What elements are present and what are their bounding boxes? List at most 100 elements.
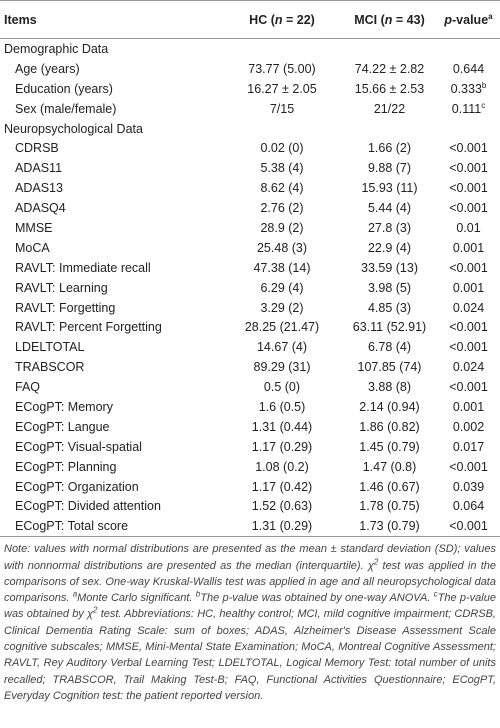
cell: 1.52 (0.63) [222, 496, 342, 516]
cell-text: <0.001 [449, 380, 488, 395]
cell: <0.001 [437, 516, 500, 538]
cell-text: 6.29 (4) [260, 280, 304, 295]
cell: 6.29 (4) [222, 278, 342, 298]
row-label: ADAS11 [0, 158, 222, 178]
cell-text: 47.38 (14) [253, 260, 311, 275]
cell-text: ADASQ4 [15, 201, 66, 216]
cell: <0.001 [437, 337, 500, 357]
cell: 0.002 [437, 417, 500, 437]
table-row: Demographic Data [0, 39, 500, 59]
column-header: MCI (n = 43) [342, 0, 437, 39]
cell: 28.9 (2) [222, 218, 342, 238]
table-row: Age (years) 73.77 (5.00) 74.22 ± 2.82 0.644 [0, 59, 500, 79]
cell-text: 0.001 [452, 280, 485, 295]
cell-text: 21/22 [373, 101, 406, 116]
cell: 27.8 (3) [342, 218, 437, 238]
cell: 2.14 (0.94) [342, 397, 437, 417]
cell-text: TRABSCOR [15, 360, 85, 375]
cell: 28.25 (21.47) [222, 317, 342, 337]
table-row: LDELTOTAL 14.67 (4) 6.78 (4) <0.001 [0, 337, 500, 357]
cell-text: 63.11 (52.91) [352, 320, 427, 335]
cell: 0.001 [437, 238, 500, 258]
table-row: ADAS11 5.38 (4) 9.88 (7) <0.001 [0, 158, 500, 178]
row-label: ECogPT: Visual-spatial [0, 437, 222, 457]
cell-text: 1.47 (0.8) [362, 459, 417, 474]
text-run: MCI ( [354, 12, 385, 27]
cell: <0.001 [437, 158, 500, 178]
row-label: Education (years) [0, 79, 222, 99]
text-run: Note: values with normal distributions a… [4, 543, 496, 572]
cell-text: 2.76 (2) [260, 201, 304, 216]
cell-text: <0.001 [449, 340, 488, 355]
cell-text: 3.88 (8) [367, 380, 412, 395]
table-row: RAVLT: Immediate recall 47.38 (14) 33.59 (… [0, 258, 500, 278]
cell-text: 6.78 (4) [367, 340, 412, 355]
table-row: TRABSCOR 89.29 (31) 107.85 (74) 0.024 [0, 357, 500, 377]
cell-text: 74.22 ± 2.82 [354, 61, 425, 76]
cell-text: 1.31 (0.44) [251, 419, 313, 434]
cell-text: 4.85 (3) [367, 300, 412, 315]
cell: 1.17 (0.29) [222, 437, 342, 457]
cell-text: 2.14 (0.94) [359, 399, 420, 414]
section-heading: Neuropsychological Data [4, 121, 143, 136]
cell-text: <0.001 [449, 320, 488, 335]
cell-text: 16.27 ± 2.05 [247, 81, 317, 96]
cell: 15.93 (11) [342, 178, 437, 198]
cell-text: 0.017 [452, 439, 485, 454]
cell: 0.02 (0) [222, 138, 342, 158]
cell: 22.9 (4) [342, 238, 437, 258]
text-run: n [384, 12, 393, 27]
row-label: MMSE [0, 218, 222, 238]
table-row: ECogPT: Planning 1.08 (0.2) 1.47 (0.8) <0.0… [0, 457, 500, 477]
data-table: Items HC (n = 22) MCI (n = 43) p-valuea Dem… [0, 0, 500, 538]
cell: 0.111c [437, 99, 500, 119]
cell: <0.001 [437, 178, 500, 198]
cell-text: 0.01 [456, 220, 481, 235]
header-row: Items HC (n = 22) MCI (n = 43) p-valuea [0, 0, 500, 39]
cell-text: 5.44 (4) [367, 201, 412, 216]
row-label: ECogPT: Divided attention [0, 496, 222, 516]
row-label: Sex (male/female) [0, 99, 222, 119]
cell-text: 0.02 (0) [260, 141, 304, 156]
table-row: RAVLT: Percent Forgetting 28.25 (21.47) 63… [0, 317, 500, 337]
row-label: TRABSCOR [0, 357, 222, 377]
text-run: HC ( [249, 12, 275, 27]
cell-text: ECogPT: Langue [15, 419, 110, 434]
table-row: ADAS13 8.62 (4) 15.93 (11) <0.001 [0, 178, 500, 198]
cell: 14.67 (4) [222, 337, 342, 357]
cell-text: ADAS11 [15, 161, 63, 176]
cell-text: 0.001 [452, 240, 485, 255]
cell: <0.001 [437, 198, 500, 218]
cell: 33.59 (13) [342, 258, 437, 278]
cell-text: <0.001 [449, 141, 488, 156]
cell-text: 107.85 (74) [357, 360, 422, 375]
cell: 3.29 (2) [222, 298, 342, 318]
cell-text: Sex (male/female) [15, 101, 117, 116]
row-label: ECogPT: Langue [0, 417, 222, 437]
table-row: FAQ 0.5 (0) 3.88 (8) <0.001 [0, 377, 500, 397]
cell-text: 1.46 (0.67) [359, 479, 420, 494]
text-run: The p-value was obtained by one-way ANOV… [200, 592, 434, 605]
cell: 0.644 [437, 59, 500, 79]
cell: 1.31 (0.44) [222, 417, 342, 437]
cell: 1.86 (0.82) [342, 417, 437, 437]
cell-text: 1.17 (0.29) [251, 439, 313, 454]
cell-text: <0.001 [449, 201, 488, 216]
cell-text: 0.333 [450, 81, 482, 96]
cell: 4.85 (3) [342, 298, 437, 318]
cell-text: ECogPT: Total score [15, 519, 129, 534]
cell: 0.024 [437, 357, 500, 377]
cell-text: 1.6 (0.5) [258, 399, 306, 414]
cell-text: 1.17 (0.42) [251, 479, 313, 494]
cell-text: ECogPT: Visual-spatial [15, 439, 142, 454]
cell: 16.27 ± 2.05 [222, 79, 342, 99]
cell-text: Education (years) [15, 81, 113, 96]
cell: 1.17 (0.42) [222, 477, 342, 497]
cell: 89.29 (31) [222, 357, 342, 377]
cell-text: 1.31 (0.29) [251, 519, 313, 534]
cell: 0.001 [437, 397, 500, 417]
cell-text: CDRSB [15, 141, 59, 156]
cell: 6.78 (4) [342, 337, 437, 357]
superscript: 2 [93, 605, 98, 615]
